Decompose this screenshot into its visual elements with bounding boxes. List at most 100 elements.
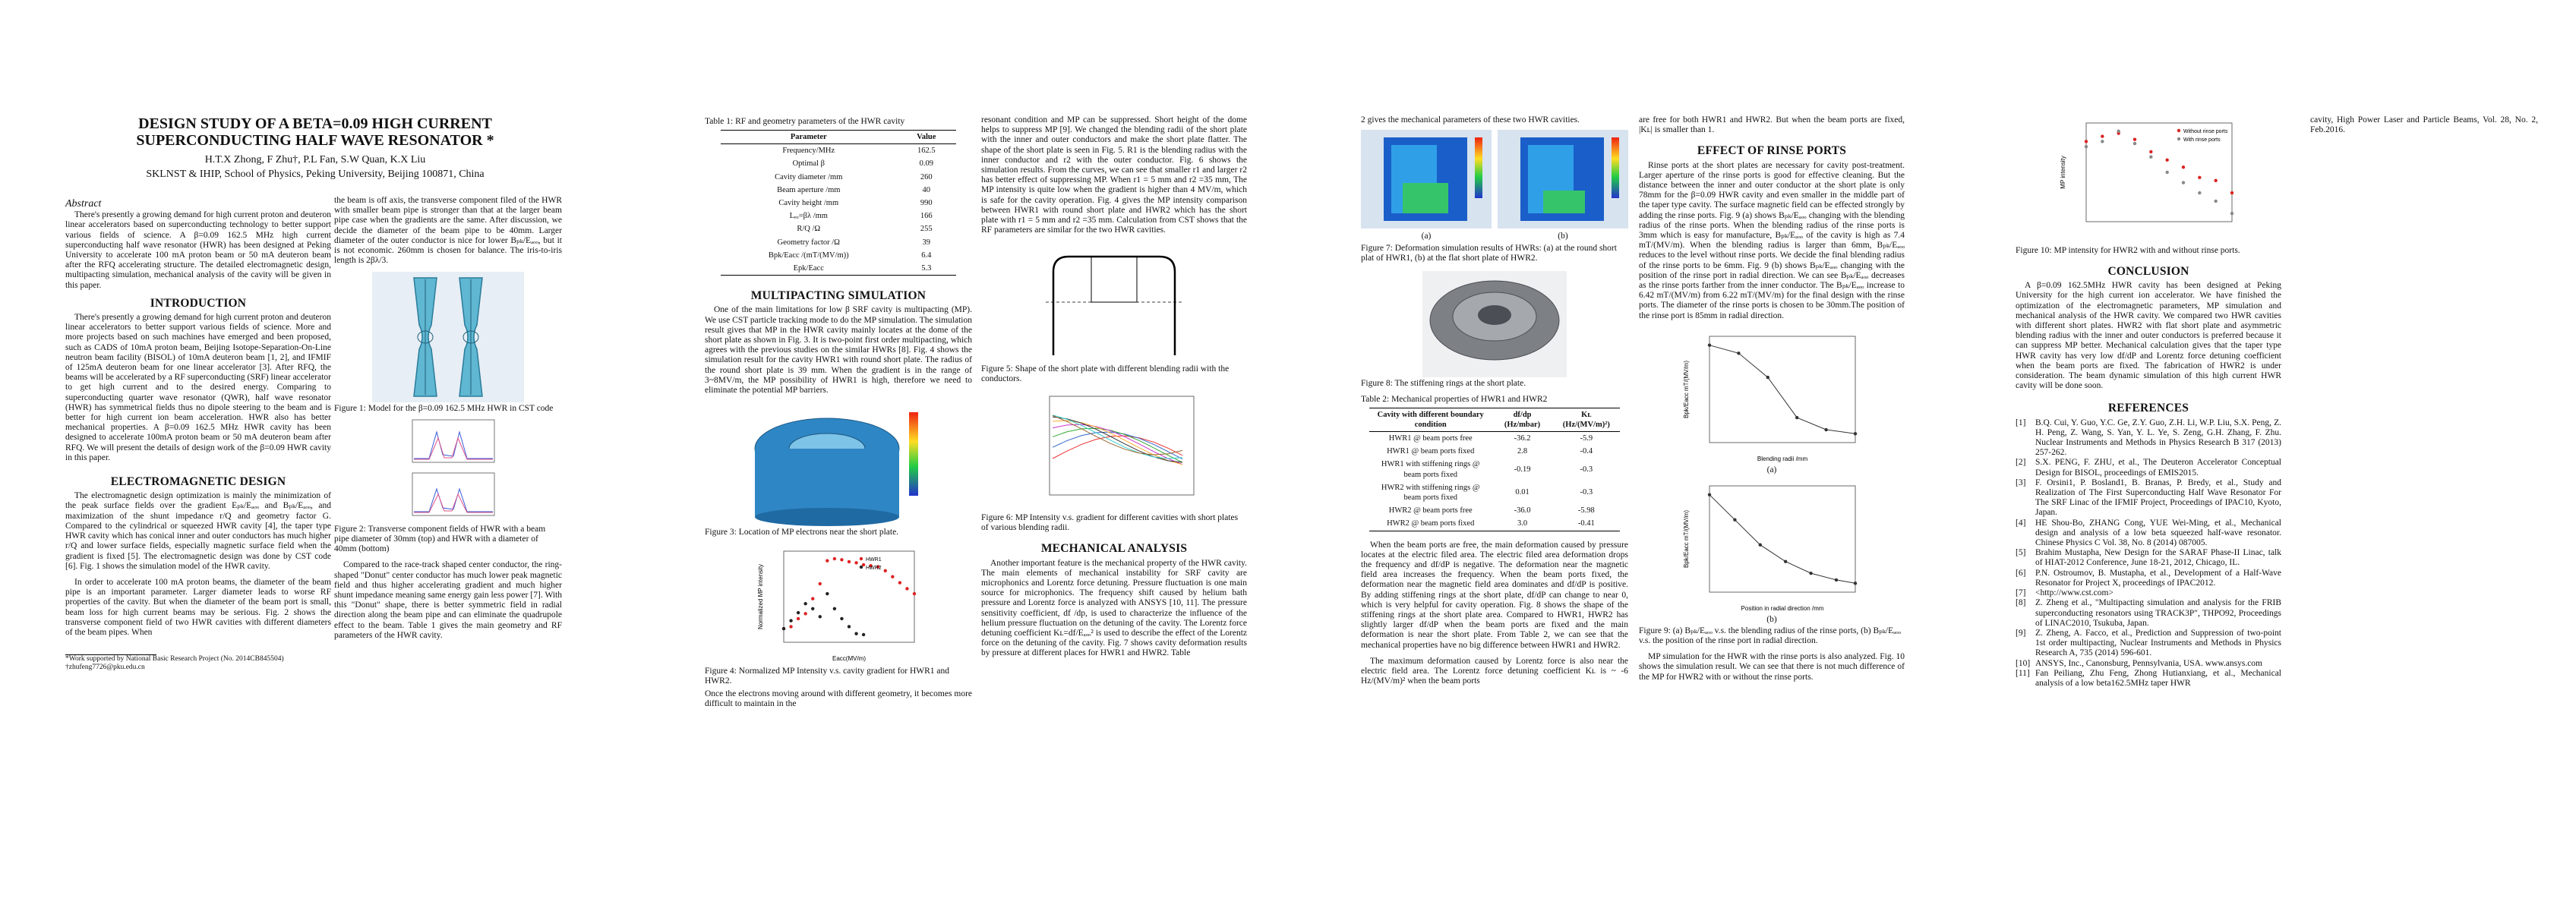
data-point bbox=[811, 607, 815, 611]
figure-5-caption: Figure 5: Shape of the short plate with … bbox=[981, 364, 1230, 384]
reference-item: [10] ANSYS, Inc., Canonsburg, Pennsylvani… bbox=[2016, 659, 2281, 669]
footnote-2: †zhufeng7726@pku.edu.cn bbox=[65, 664, 145, 672]
data-point bbox=[1783, 560, 1788, 563]
section-title-introduction: INTRODUCTION bbox=[150, 296, 247, 310]
data-point bbox=[1853, 431, 1858, 436]
section-title-references: REFERENCES bbox=[2107, 402, 2189, 415]
plot-frame bbox=[2085, 122, 2233, 222]
table-row: Cavity diameter /mm 260 bbox=[721, 171, 956, 184]
mp-electron-location-figure bbox=[751, 403, 926, 527]
table-header-cell: Kʟ (Hz/(MV/m)²) bbox=[1552, 407, 1620, 433]
table-cell: -36.2 bbox=[1514, 434, 1531, 443]
transverse-field-plot-bottom bbox=[412, 473, 495, 516]
figure-8-caption: Figure 8: The stiffening rings at the sh… bbox=[1361, 378, 1526, 388]
plot-frame bbox=[783, 550, 915, 643]
data-point bbox=[912, 592, 917, 596]
col6-text-2: The maximum deformation caused by Lorent… bbox=[1361, 656, 1628, 686]
table-cell: HWR1 with stiffening rings @ beam ports … bbox=[1381, 460, 1480, 479]
abstract-heading: Abstract bbox=[65, 198, 102, 210]
data-point bbox=[883, 569, 887, 573]
table-cell: 990 bbox=[920, 199, 933, 208]
data-point bbox=[2198, 175, 2202, 179]
y-axis-label: Bpk/Eacc mT/(MV/m) bbox=[1683, 510, 1690, 568]
table-cell: 166 bbox=[920, 212, 933, 221]
data-point bbox=[1795, 415, 1799, 420]
data-point bbox=[2117, 129, 2120, 134]
data-point bbox=[2214, 178, 2218, 183]
table-cell: -0.3 bbox=[1580, 465, 1593, 474]
table-cell: Frequency/MHz bbox=[782, 147, 835, 156]
plot-frame bbox=[1709, 485, 1856, 593]
reference-continuation: cavity, High Power Laser and Particle Be… bbox=[2310, 115, 2538, 135]
data-point bbox=[2149, 150, 2153, 154]
data-point bbox=[796, 617, 800, 621]
data-point bbox=[869, 564, 873, 568]
data-point bbox=[876, 565, 880, 569]
reference-text: ANSYS, Inc., Canonsburg, Pennsylvania, U… bbox=[2035, 658, 2262, 668]
table-row: Bpk/Eacc /(mT/(MV/m)) 6.4 bbox=[721, 249, 956, 262]
reference-item: [11] Fan Peiliang, Zhu Feng, Zhong Hutian… bbox=[2016, 669, 2281, 689]
legend-marker bbox=[859, 566, 863, 569]
section-title-conclusion: CONCLUSION bbox=[2107, 265, 2189, 278]
table-cell: 3.0 bbox=[1492, 517, 1553, 531]
data-point bbox=[854, 632, 858, 636]
column-6: are free for both HWR1 and HWR2. But whe… bbox=[1639, 115, 1905, 682]
table-cell: 0.01 bbox=[1515, 488, 1530, 497]
data-point bbox=[2149, 155, 2153, 159]
reference-item: [1] B.Q. Cui, Y. Guo, Y.C. Ge, Z.Y. Guo, … bbox=[2016, 418, 2281, 459]
data-point bbox=[832, 607, 837, 611]
y-axis-label: Normalized MP intensity bbox=[757, 564, 764, 629]
reference-item: [5] Brahim Mustapha, New Design for the S… bbox=[2016, 548, 2281, 568]
author-list: H.T.X Zhong, F Zhu†, P.L Fan, S.W Quan, … bbox=[204, 154, 426, 165]
series-line bbox=[1052, 432, 1183, 460]
data-point bbox=[847, 560, 851, 564]
table-cell: Lₑₒ=βλ /mm bbox=[789, 212, 828, 221]
table-cell: HWR1 @ beam ports free bbox=[1388, 434, 1473, 443]
legend-label: Without rinse ports bbox=[2183, 129, 2228, 134]
data-point bbox=[2198, 191, 2202, 195]
data-point bbox=[2230, 211, 2234, 216]
data-point bbox=[1853, 582, 1858, 585]
reference-number: [1] bbox=[2016, 418, 2026, 427]
footnote-1: *Work supported by National Basic Resear… bbox=[65, 655, 284, 664]
table-row: HWR2 @ beam ports fixed 3.0 -0.41 bbox=[1369, 517, 1620, 531]
section-title-mechanical: MECHANICAL ANALYSIS bbox=[1040, 542, 1188, 556]
data-point bbox=[811, 597, 815, 601]
x-axis-label: Eacc(MV/m) bbox=[832, 655, 866, 662]
hwr-cst-model-figure bbox=[372, 272, 524, 403]
table-cell: HWR1 @ beam ports fixed bbox=[1387, 447, 1475, 456]
table-cell: Geometry factor /Ω bbox=[777, 238, 840, 247]
data-point bbox=[1707, 493, 1712, 496]
legend-marker bbox=[2177, 128, 2181, 133]
data-point bbox=[803, 612, 807, 616]
data-point bbox=[847, 625, 851, 629]
em-text-1: The electromagnetic design optimization … bbox=[65, 491, 331, 571]
reference-number: [6] bbox=[2016, 568, 2026, 578]
table-cell: -0.41 bbox=[1552, 517, 1620, 531]
table-row: Beam aperture /mm 40 bbox=[721, 184, 956, 197]
footnote-rule bbox=[65, 654, 156, 656]
table-cell: Epk/Eacc bbox=[721, 262, 897, 276]
col2-text-1: the beam is off axis, the transverse com… bbox=[334, 196, 562, 266]
figure-9b-label: (b) bbox=[1766, 615, 1777, 625]
table-header-cell: df/dp (Hz/mbar) bbox=[1492, 407, 1553, 433]
table-row: HWR1 with stiffening rings @ beam ports … bbox=[1369, 458, 1620, 481]
table-cell: HWR2 with stiffening rings @ beam ports … bbox=[1381, 483, 1480, 503]
column-5: 2 gives the mechanical parameters of the… bbox=[1361, 115, 1628, 686]
abstract-text: There's presently a growing demand for h… bbox=[65, 210, 331, 290]
legend-label: HWR1 bbox=[866, 557, 882, 563]
y-axis-label: MP intensity bbox=[2060, 156, 2066, 188]
reference-number: [9] bbox=[2016, 628, 2026, 638]
table-row: Geometry factor /Ω 39 bbox=[721, 236, 956, 249]
em-text-2: In order to accelerate 100 mA proton bea… bbox=[65, 577, 331, 637]
data-point bbox=[854, 561, 858, 565]
reference-item: [3] F. Orsini1, P. Bosland1, B. Branas, P… bbox=[2016, 478, 2281, 519]
data-point bbox=[861, 633, 866, 637]
deformation-hwr1-image bbox=[1361, 130, 1492, 229]
reference-text: Brahim Mustapha, New Design for the SARA… bbox=[2035, 548, 2281, 568]
series-line bbox=[1052, 428, 1183, 463]
reference-number: [8] bbox=[2016, 598, 2026, 608]
data-point bbox=[789, 625, 793, 629]
table-row: Epk/Eacc 5.3 bbox=[721, 262, 956, 276]
data-point bbox=[1809, 571, 1813, 575]
